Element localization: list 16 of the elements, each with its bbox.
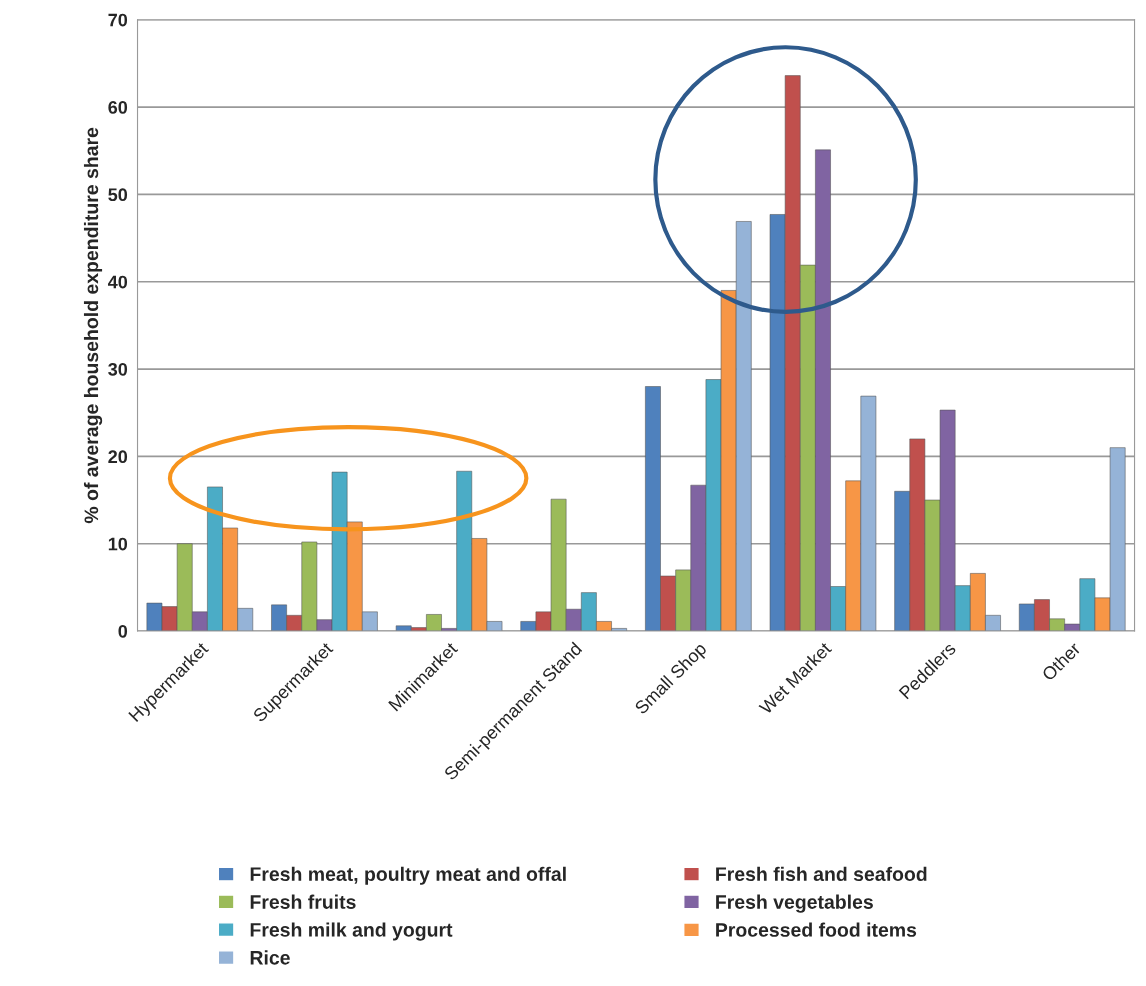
legend-label: Fresh milk and yogurt xyxy=(250,922,453,941)
y-axis-title: % of average household expenditure share xyxy=(83,127,103,524)
y-tick-label: 0 xyxy=(118,624,128,638)
legend-label: Processed food items xyxy=(716,922,917,937)
legend-label: Fresh meat, poultry meat and offal xyxy=(250,866,566,885)
y-tick-label: 40 xyxy=(107,275,128,289)
legend-label: Fresh fruits xyxy=(250,894,356,909)
y-tick-label: 20 xyxy=(108,450,128,464)
y-tick-label: 60 xyxy=(108,100,128,114)
y-tick-label: 10 xyxy=(108,537,128,551)
legend-label: Fresh vegetables xyxy=(716,894,873,913)
legend-label: Rice xyxy=(250,950,290,965)
legend-label: Fresh fish and seafood xyxy=(716,866,927,882)
y-tick-label: 30 xyxy=(108,362,128,376)
y-tick-label: 50 xyxy=(108,188,128,202)
y-tick-label: 70 xyxy=(108,13,128,27)
